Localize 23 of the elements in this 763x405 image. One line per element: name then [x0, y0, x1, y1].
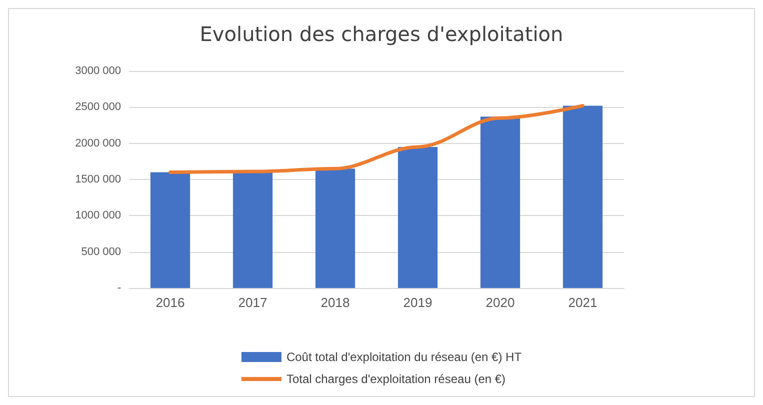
legend-label: Coût total d'exploitation du réseau (en €) HT — [286, 350, 522, 364]
bar — [480, 116, 520, 288]
line-series — [168, 104, 584, 174]
y-tick-label: 3000 000 — [75, 65, 121, 77]
x-tick-label: 2016 — [156, 295, 185, 310]
x-tick-label: 2019 — [403, 295, 432, 310]
y-tick-label: - — [117, 282, 122, 294]
bar — [150, 172, 190, 288]
bar — [315, 168, 356, 288]
y-tick-label: 1500 000 — [75, 174, 121, 186]
y-tick-label: 2500 000 — [75, 101, 121, 114]
x-tick-label: 2018 — [320, 295, 350, 310]
y-tick-label: 2000 000 — [75, 137, 121, 150]
chart-title: Evolution des charges d'exploitation — [200, 22, 564, 46]
bar — [398, 146, 438, 288]
legend-label: Total charges d'exploitation réseau (en €) — [286, 372, 506, 386]
y-tick-label: 1000 000 — [75, 210, 121, 222]
x-tick-label: 2021 — [568, 295, 598, 310]
bar — [232, 172, 273, 288]
x-tick-label: 2020 — [486, 295, 515, 310]
y-tick-label: 500 000 — [81, 246, 121, 258]
bar — [562, 106, 603, 288]
x-tick-label: 2017 — [238, 295, 268, 310]
